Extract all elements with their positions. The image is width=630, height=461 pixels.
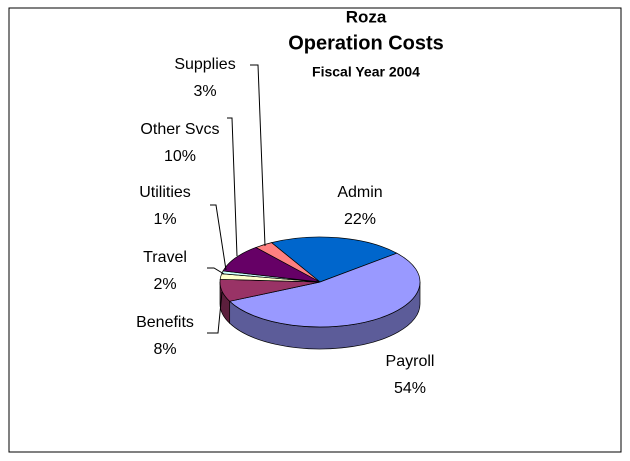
slice-value-label: 54% bbox=[394, 380, 426, 397]
leader-line bbox=[207, 291, 223, 334]
slice-value-label: 2% bbox=[153, 276, 176, 293]
leader-line bbox=[207, 267, 225, 275]
slice-label: Payroll bbox=[386, 353, 435, 370]
slice-value-label: 3% bbox=[193, 83, 216, 100]
slice-label: Other Svcs bbox=[140, 121, 219, 138]
slice-label: Supplies bbox=[174, 56, 235, 73]
slice-label: Utilities bbox=[139, 184, 191, 201]
slice bbox=[228, 252, 421, 328]
chart-title: Roza bbox=[346, 7, 387, 26]
slice bbox=[270, 236, 398, 283]
chart-subtitle: Fiscal Year 2004 bbox=[312, 64, 420, 80]
leader-line bbox=[210, 204, 227, 271]
leader-line bbox=[227, 117, 238, 257]
slice-value-label: 10% bbox=[164, 148, 196, 165]
slice bbox=[255, 242, 321, 283]
slice-value-label: 1% bbox=[153, 211, 176, 228]
slice-value-label: 8% bbox=[153, 341, 176, 358]
slice-label: Benefits bbox=[136, 314, 194, 331]
leader-line bbox=[250, 64, 266, 247]
slice-value-label: 22% bbox=[344, 211, 376, 228]
chart-title: Operation Costs bbox=[288, 32, 444, 54]
chart-border bbox=[8, 7, 622, 453]
slice-label: Travel bbox=[143, 249, 187, 266]
slice-label: Admin bbox=[337, 184, 382, 201]
